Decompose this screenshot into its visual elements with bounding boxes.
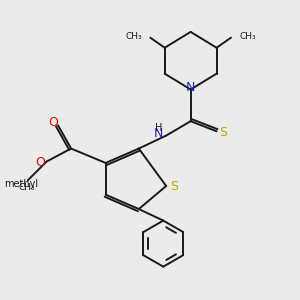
Text: S: S [170, 179, 178, 193]
Text: CH₃: CH₃ [18, 183, 35, 192]
Text: N: N [153, 127, 163, 140]
Text: S: S [219, 126, 227, 139]
Text: O: O [48, 116, 58, 129]
Text: N: N [186, 81, 195, 94]
Text: O: O [35, 156, 45, 169]
Text: CH₃: CH₃ [126, 32, 142, 41]
Text: H: H [155, 122, 163, 133]
Text: methyl: methyl [4, 179, 39, 189]
Text: CH₃: CH₃ [239, 32, 256, 41]
